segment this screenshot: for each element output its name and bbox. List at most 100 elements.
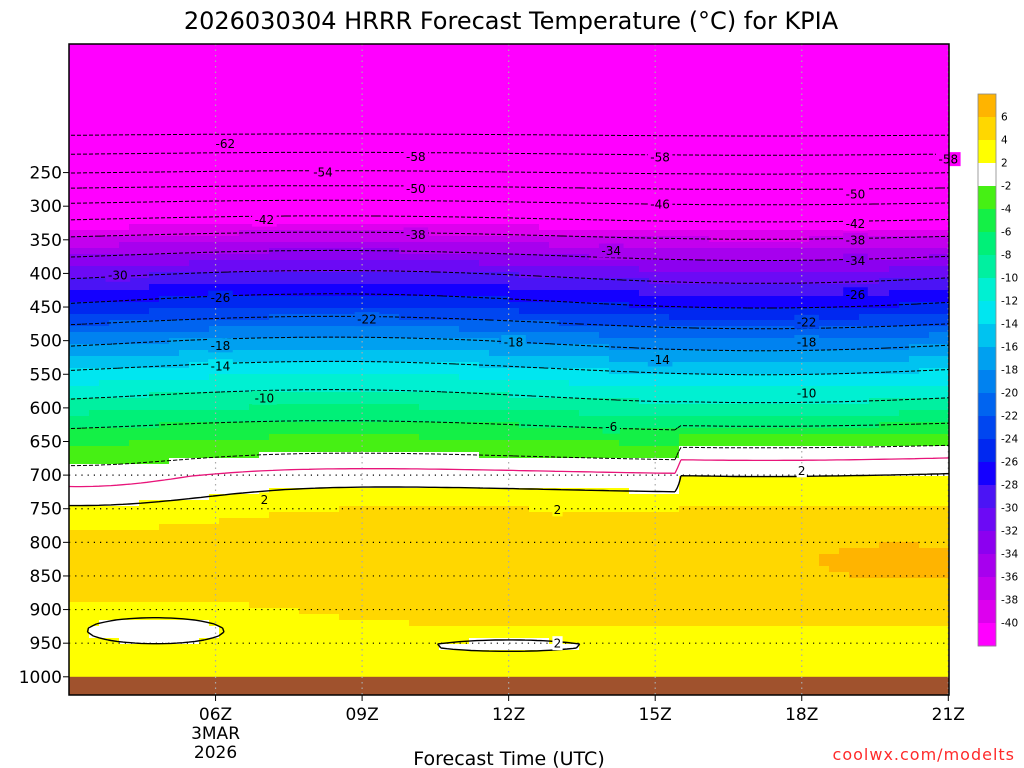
temperature-cell — [459, 134, 470, 141]
temperature-cell — [369, 254, 380, 261]
temperature-cell — [389, 272, 400, 279]
temperature-cell — [209, 578, 220, 585]
temperature-cell — [459, 62, 470, 69]
temperature-cell — [369, 296, 380, 303]
temperature-cell — [429, 272, 440, 279]
temperature-cell — [289, 218, 300, 225]
temperature-cell — [189, 296, 200, 303]
temperature-cell — [109, 170, 120, 177]
temperature-cell — [419, 458, 430, 465]
temperature-cell — [209, 458, 220, 465]
temperature-cell — [429, 632, 440, 639]
temperature-cell — [439, 110, 450, 117]
temperature-cell — [389, 254, 400, 261]
temperature-cell — [89, 326, 100, 333]
temperature-cell — [169, 314, 180, 321]
temperature-cell — [89, 248, 100, 255]
temperature-cell — [449, 620, 460, 627]
temperature-cell — [69, 266, 80, 273]
temperature-cell — [499, 362, 510, 369]
temperature-cell — [469, 302, 480, 309]
temperature-cell — [189, 338, 200, 345]
temperature-cell — [109, 530, 120, 537]
temperature-cell — [419, 404, 430, 411]
temperature-cell — [109, 344, 120, 351]
temperature-cell — [279, 584, 290, 591]
temperature-cell — [479, 500, 490, 507]
temperature-cell — [439, 98, 450, 105]
temperature-cell — [169, 452, 180, 459]
temperature-cell — [239, 200, 250, 207]
temperature-cell — [219, 452, 230, 459]
temperature-cell — [189, 416, 200, 423]
temperature-cell — [469, 518, 480, 525]
temperature-cell — [179, 212, 190, 219]
temperature-cell — [469, 440, 480, 447]
temperature-cell — [489, 446, 500, 453]
temperature-cell — [219, 434, 230, 441]
temperature-cell — [379, 476, 390, 483]
temperature-cell — [249, 98, 260, 105]
temperature-cell — [69, 314, 80, 321]
temperature-cell — [289, 86, 300, 93]
temperature-cell — [259, 362, 270, 369]
temperature-cell — [319, 656, 330, 663]
temperature-cell — [409, 458, 420, 465]
temperature-cell — [189, 476, 200, 483]
temperature-cell — [179, 404, 190, 411]
temperature-cell — [229, 368, 240, 375]
temperature-cell — [449, 188, 460, 195]
temperature-cell — [99, 458, 110, 465]
temperature-cell — [159, 182, 170, 189]
temperature-cell — [189, 242, 200, 249]
temperature-cell — [299, 116, 310, 123]
temperature-cell — [99, 392, 110, 399]
temperature-cell — [469, 182, 480, 189]
temperature-cell — [339, 428, 350, 435]
temperature-cell — [499, 254, 510, 261]
temperature-cell — [219, 110, 230, 117]
temperature-cell — [99, 206, 110, 213]
temperature-cell — [309, 434, 320, 441]
temperature-cell — [519, 134, 530, 141]
temperature-cell — [429, 650, 440, 657]
temperature-cell — [239, 104, 250, 111]
temperature-cell — [299, 146, 310, 153]
temperature-cell — [499, 446, 510, 453]
temperature-cell — [379, 236, 390, 243]
temperature-cell — [259, 98, 270, 105]
temperature-cell — [179, 482, 190, 489]
temperature-cell — [159, 212, 170, 219]
temperature-cell — [429, 392, 440, 399]
temperature-cell — [409, 98, 420, 105]
temperature-cell — [329, 140, 340, 147]
temperature-cell — [309, 326, 320, 333]
temperature-cell — [309, 416, 320, 423]
temperature-cell — [419, 464, 430, 471]
temperature-cell — [159, 80, 170, 87]
temperature-cell — [439, 608, 450, 615]
temperature-cell — [139, 86, 150, 93]
temperature-cell — [79, 320, 90, 327]
temperature-cell — [229, 356, 240, 363]
temperature-cell — [89, 320, 100, 327]
temperature-cell — [169, 506, 180, 513]
temperature-cell — [109, 104, 120, 111]
temperature-cell — [169, 590, 180, 597]
temperature-cell — [429, 638, 440, 645]
temperature-cell — [179, 266, 190, 273]
temperature-cell — [99, 620, 110, 627]
temperature-cell — [339, 110, 350, 117]
temperature-cell — [279, 80, 290, 87]
temperature-cell — [189, 134, 200, 141]
temperature-cell — [519, 566, 530, 573]
temperature-cell — [199, 74, 210, 81]
temperature-cell — [209, 50, 220, 57]
temperature-cell — [489, 206, 500, 213]
temperature-cell — [259, 614, 270, 621]
temperature-cell — [389, 374, 400, 381]
temperature-cell — [439, 596, 450, 603]
temperature-cell — [109, 488, 120, 495]
temperature-cell — [199, 512, 210, 519]
temperature-cell — [89, 380, 100, 387]
